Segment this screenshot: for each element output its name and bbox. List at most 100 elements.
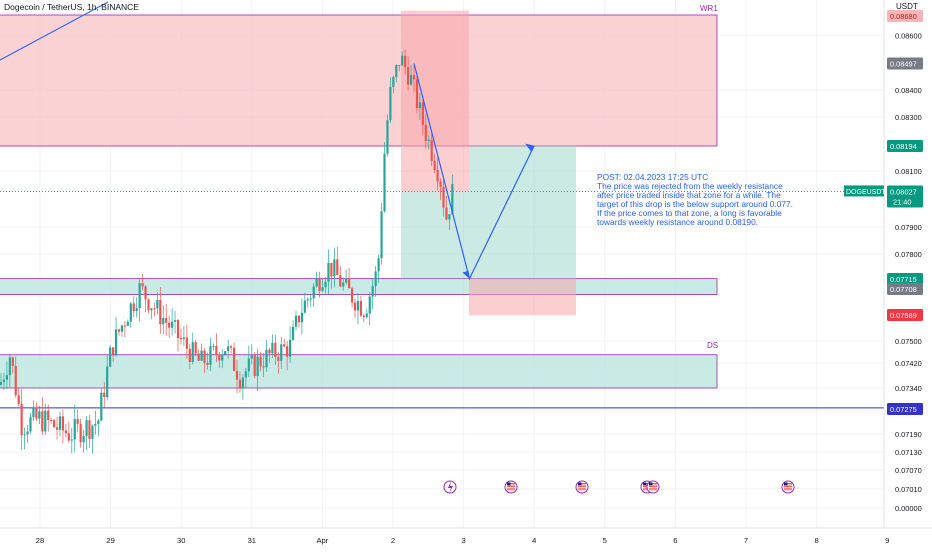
candle-body <box>356 301 360 311</box>
candle <box>401 51 404 66</box>
flag-canton <box>643 482 647 486</box>
candle <box>120 324 124 337</box>
candle <box>312 283 315 307</box>
candle-body <box>409 75 413 85</box>
candle <box>235 359 239 393</box>
price-tick: 0.08100 <box>895 167 922 176</box>
candle <box>430 133 433 167</box>
event-markers <box>443 480 795 494</box>
candle <box>64 423 67 438</box>
candle-body <box>392 77 395 88</box>
candle <box>318 271 321 298</box>
candle <box>286 341 289 371</box>
candle-body <box>383 153 386 212</box>
time-tick: 7 <box>744 536 748 545</box>
price-tick: 0.08300 <box>895 113 922 122</box>
candle <box>94 410 97 435</box>
candle <box>306 297 309 308</box>
candle-body <box>85 420 88 436</box>
candle-body <box>427 139 430 141</box>
candle <box>244 367 247 388</box>
flag-stripe <box>578 483 586 484</box>
price-tick: 0.07340 <box>895 384 922 393</box>
symbol-title: Dogecoin / TetherUS, 1h, BINANCE <box>4 2 139 12</box>
arrow-head-down <box>462 270 470 279</box>
candle-body <box>259 356 262 367</box>
candle-body <box>185 337 188 349</box>
candle <box>53 418 56 428</box>
candle <box>259 351 262 372</box>
flag-stripe <box>578 484 586 486</box>
support-line-badge: 0.07275 <box>887 403 923 415</box>
candle-body <box>289 339 292 357</box>
analysis-note[interactable]: POST: 02.04.2023 17:25 UTC The price was… <box>597 172 794 228</box>
price-tick: 0.07190 <box>895 430 922 439</box>
candle-body <box>327 262 330 282</box>
candle-body <box>336 259 339 276</box>
flag-stripe <box>507 486 515 487</box>
candle <box>117 328 121 336</box>
candle-body <box>439 181 442 187</box>
candle <box>135 297 138 318</box>
candle-body <box>79 423 82 443</box>
candle-body <box>179 338 183 340</box>
time-tick: 30 <box>177 536 185 545</box>
lightning-glyph <box>448 481 453 493</box>
candle <box>348 267 351 289</box>
price-tick: 0.07420 <box>895 359 922 368</box>
candle-body <box>91 425 94 439</box>
target-low-badge-bg <box>887 283 923 295</box>
candle-body <box>126 321 129 326</box>
candle <box>212 343 215 351</box>
candle <box>123 321 126 338</box>
stop-badge-bg <box>887 309 923 321</box>
current-price-bg <box>887 185 923 208</box>
candle-body <box>442 186 445 208</box>
flag-stripe <box>784 483 792 484</box>
candle-body <box>50 420 53 422</box>
candle-body <box>377 258 380 272</box>
candle <box>76 409 79 433</box>
candle <box>232 342 236 372</box>
candle <box>392 75 395 94</box>
candle <box>321 278 324 293</box>
candle-body <box>277 357 280 361</box>
candle <box>114 317 118 357</box>
candle <box>106 354 109 401</box>
candle <box>218 352 221 368</box>
candle <box>185 324 188 359</box>
candle-body <box>350 288 354 303</box>
flag-stripe <box>578 486 586 487</box>
candle <box>11 356 14 374</box>
candle-body <box>321 287 324 291</box>
candle <box>173 310 177 334</box>
candle-body <box>407 67 410 85</box>
candle-body <box>38 411 41 419</box>
candle <box>451 174 454 215</box>
candle-body <box>230 346 233 348</box>
support-line-badge-bg <box>887 403 923 415</box>
candle-body <box>430 139 433 161</box>
candle <box>126 319 129 326</box>
candle <box>407 56 410 91</box>
target-low-badge-text: 0.07708 <box>890 285 917 294</box>
candle-body <box>26 431 29 435</box>
candle-body <box>141 283 144 287</box>
stop-badge-text: 0.07589 <box>890 311 917 320</box>
candle <box>336 246 339 276</box>
candle <box>100 388 103 422</box>
candle-body <box>117 329 121 332</box>
candle-body <box>11 357 14 366</box>
candle <box>35 402 38 421</box>
flag-stripe <box>649 487 657 489</box>
candle-body <box>371 286 374 297</box>
candle-body <box>386 120 389 154</box>
flag-stripe <box>784 486 792 487</box>
candle-body <box>17 395 20 404</box>
flag-stripe <box>649 489 657 491</box>
candle-body <box>433 160 436 170</box>
flag-stripe <box>507 483 515 484</box>
candle <box>20 389 23 450</box>
